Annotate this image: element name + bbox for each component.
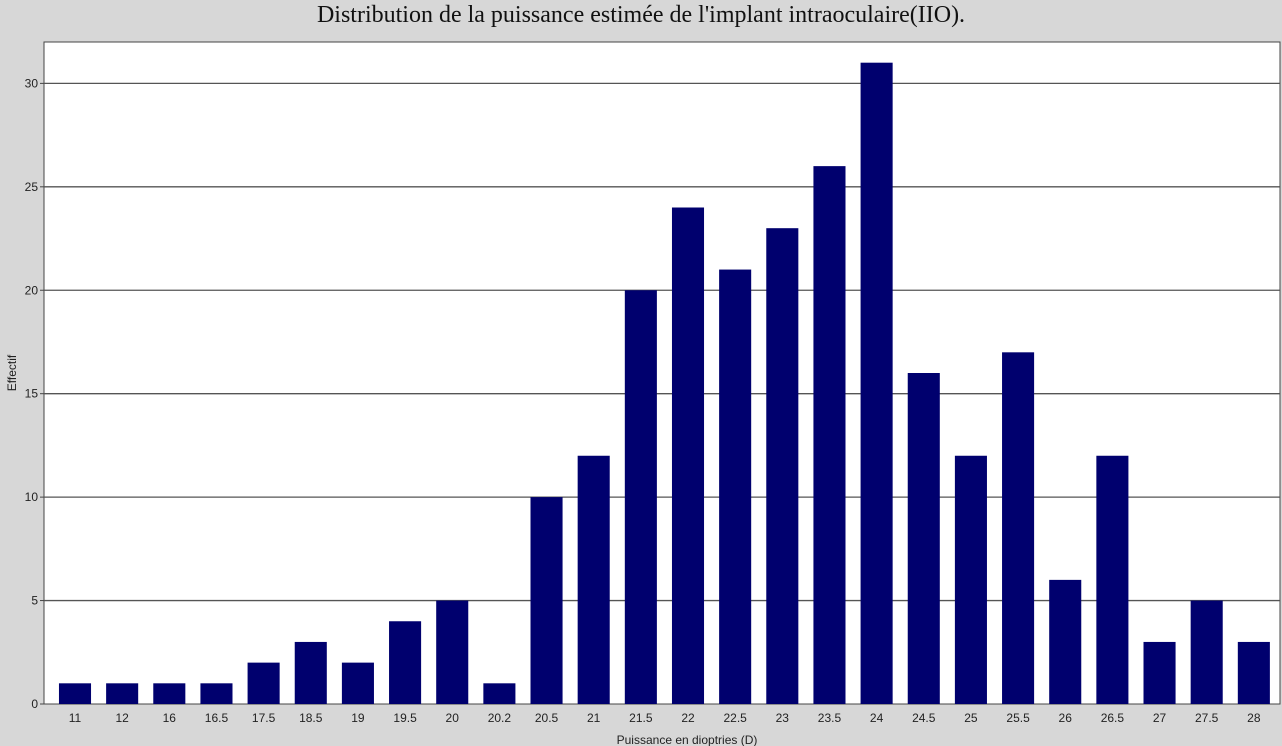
x-tick-label: 20.5 bbox=[535, 711, 559, 725]
x-axis-title: Puissance en dioptries (D) bbox=[617, 733, 758, 746]
bar bbox=[58, 683, 92, 704]
bar bbox=[813, 166, 846, 704]
y-tick-label: 25 bbox=[25, 180, 39, 194]
x-tick-label: 18.5 bbox=[299, 711, 323, 725]
x-tick-label: 20 bbox=[446, 711, 460, 725]
x-tick-label: 19.5 bbox=[393, 711, 417, 725]
x-tick-label: 23.5 bbox=[818, 711, 842, 725]
x-tick-label: 19 bbox=[351, 711, 365, 725]
bar bbox=[483, 683, 516, 704]
y-tick-label: 5 bbox=[31, 594, 38, 608]
x-tick-label: 11 bbox=[69, 711, 82, 725]
x-tick-label: 22.5 bbox=[723, 711, 747, 725]
x-tick-labels: 11 12 16 16.5 17.5 18.5 19 19.5 20 20.2 20.5 21 21.5… bbox=[69, 711, 1261, 725]
y-tick-label: 15 bbox=[25, 387, 39, 401]
bar bbox=[1002, 352, 1035, 704]
bar bbox=[860, 62, 893, 704]
x-tick-label: 21 bbox=[587, 711, 601, 725]
x-tick-label: 23 bbox=[776, 711, 790, 725]
x-tick-label: 22 bbox=[681, 711, 695, 725]
x-tick-label: 16.5 bbox=[205, 711, 229, 725]
bar bbox=[954, 455, 987, 704]
bar bbox=[1237, 641, 1270, 704]
x-tick-label: 26 bbox=[1059, 711, 1073, 725]
x-tick-label: 12 bbox=[115, 711, 129, 725]
x-tick-label: 25.5 bbox=[1006, 711, 1030, 725]
chart-title: Distribution de la puissance estimée de … bbox=[316, 2, 966, 28]
bar bbox=[247, 662, 280, 704]
bar bbox=[1190, 600, 1223, 704]
bar bbox=[624, 290, 657, 704]
x-tick-label: 27.5 bbox=[1195, 711, 1219, 725]
y-axis-title: Effectif bbox=[5, 354, 19, 391]
x-tick-label: 16 bbox=[163, 711, 177, 725]
bar bbox=[1143, 641, 1176, 704]
x-tick-label: 24 bbox=[870, 711, 884, 725]
bar bbox=[341, 662, 374, 704]
bar bbox=[907, 373, 940, 704]
bars bbox=[58, 62, 1270, 704]
bar bbox=[106, 683, 139, 704]
bar bbox=[200, 683, 233, 704]
bar bbox=[1049, 579, 1082, 704]
bar bbox=[389, 621, 422, 704]
bar bbox=[153, 683, 186, 704]
y-tick-label: 10 bbox=[25, 490, 39, 504]
x-tick-label: 20.2 bbox=[488, 711, 512, 725]
plot-area bbox=[43, 41, 1281, 705]
x-tick-label: 28 bbox=[1247, 711, 1261, 725]
bar bbox=[577, 455, 610, 704]
bar bbox=[719, 269, 752, 704]
y-tick-label: 0 bbox=[31, 697, 38, 711]
y-tick-label: 20 bbox=[25, 283, 39, 297]
y-tick-label: 30 bbox=[25, 76, 39, 90]
bar bbox=[530, 497, 563, 704]
x-tick-label: 25 bbox=[964, 711, 978, 725]
x-tick-label: 26.5 bbox=[1101, 711, 1125, 725]
y-tick-labels: 0 5 10 15 20 25 30 bbox=[25, 76, 44, 711]
x-tick-label: 24.5 bbox=[912, 711, 936, 725]
x-tick-label: 21.5 bbox=[629, 711, 653, 725]
bar bbox=[671, 207, 705, 704]
bar bbox=[436, 600, 469, 704]
bar bbox=[766, 228, 799, 704]
x-tick-label: 17.5 bbox=[252, 711, 276, 725]
grid-lines bbox=[44, 82, 1280, 602]
bar bbox=[1096, 455, 1129, 704]
x-tick-label: 27 bbox=[1153, 711, 1167, 725]
bar bbox=[294, 641, 327, 704]
